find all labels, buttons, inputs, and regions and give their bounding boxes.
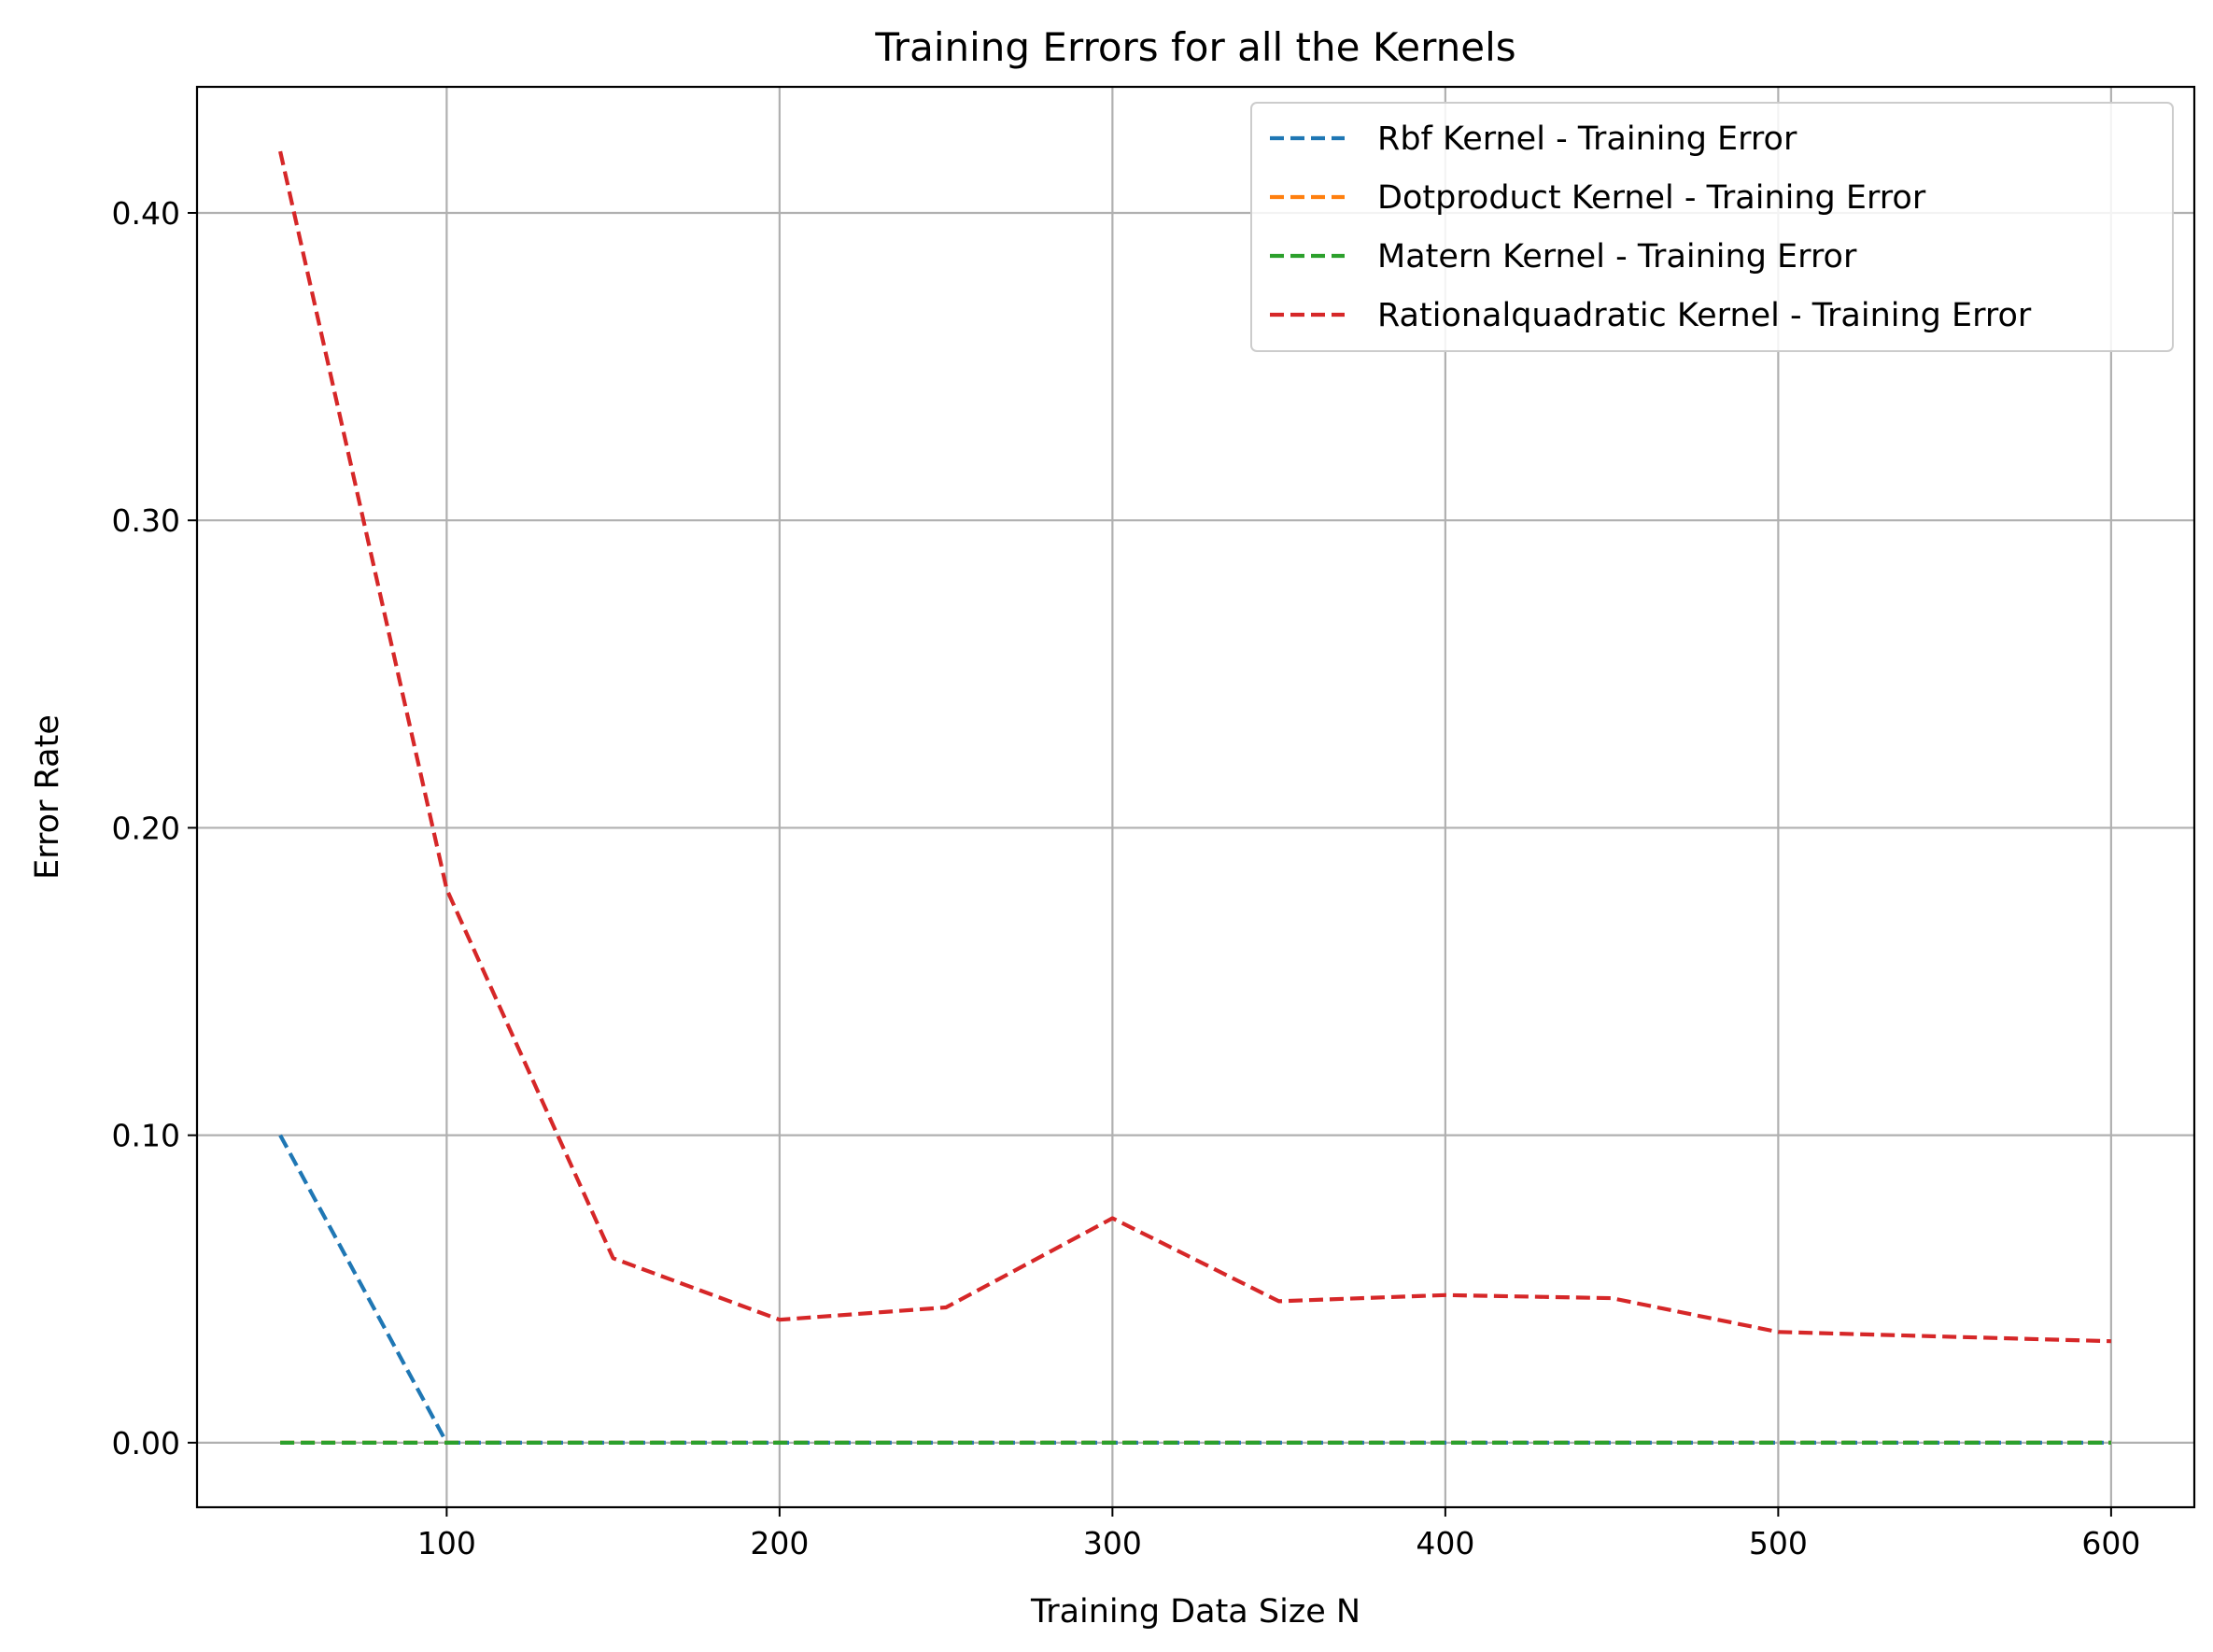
- x-axis-title: Training Data Size N: [1030, 1593, 1360, 1631]
- chart-title: Training Errors for all the Kernels: [874, 24, 1515, 70]
- plot-frame: [195, 85, 2196, 1509]
- x-tick-label: 500: [1749, 1525, 1808, 1561]
- y-tick-label: 0.10: [112, 1118, 180, 1154]
- x-tick-label: 600: [2081, 1525, 2140, 1561]
- y-axis: 0.00 0.10 0.20 0.30 0.40: [112, 195, 197, 1461]
- legend-box: [1250, 102, 2174, 352]
- legend: Rbf Kernel - Training Error Dotproduct Ke…: [1250, 102, 2174, 352]
- y-tick-label: 0.20: [112, 810, 180, 846]
- legend-label: Dotproduct Kernel - Training Error: [1377, 179, 1926, 217]
- y-tick-label: 0.00: [112, 1425, 180, 1461]
- series-line: [278, 150, 2111, 1344]
- plot-lines: [278, 150, 2111, 1446]
- x-tick-label: 300: [1083, 1525, 1142, 1561]
- legend-label: Rationalquadratic Kernel - Training Erro…: [1377, 297, 2032, 334]
- y-axis-title: Error Rate: [29, 714, 66, 880]
- y-tick-label: 0.30: [112, 502, 180, 539]
- x-tick-label: 400: [1416, 1525, 1474, 1561]
- legend-label: Matern Kernel - Training Error: [1377, 238, 1857, 275]
- x-tick-label: 100: [417, 1525, 476, 1561]
- legend-label: Rbf Kernel - Training Error: [1377, 120, 1797, 158]
- x-axis: 100 200 300 400 500 600: [417, 1507, 2140, 1561]
- x-tick-label: 200: [750, 1525, 809, 1561]
- y-tick-label: 0.40: [112, 195, 180, 232]
